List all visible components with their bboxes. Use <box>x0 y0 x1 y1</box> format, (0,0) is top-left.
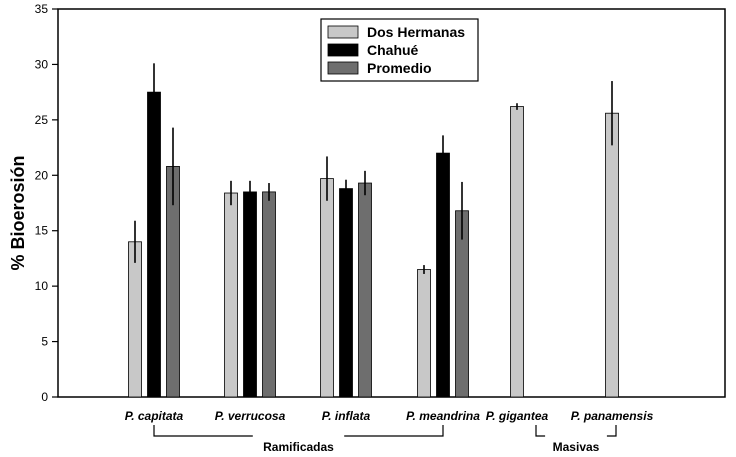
y-tick-label: 30 <box>35 57 49 71</box>
category-groups: Ramificadas Masivas <box>153 425 617 454</box>
y-axis-title: % Bioerosión <box>8 155 28 270</box>
bar-dos-hermanas <box>320 178 334 398</box>
bar-dos-hermanas <box>605 112 619 398</box>
bar-chahué <box>147 91 161 398</box>
y-tick-label: 20 <box>35 168 49 182</box>
group-label: Ramificadas <box>263 440 334 454</box>
bar-chahué <box>339 188 353 398</box>
bar-promedio <box>358 182 372 398</box>
y-tick-label: 25 <box>35 113 49 127</box>
bars <box>128 91 619 398</box>
x-category-label: P. verrucosa <box>215 409 286 423</box>
bar-dos-hermanas <box>128 241 142 398</box>
legend: Dos Hermanas Chahué Promedio <box>320 18 479 82</box>
x-axis-labels: P. capitata P. verrucosa P. inflata P. mean… <box>125 409 654 423</box>
group-label-gap <box>545 434 607 438</box>
bar-chahué <box>436 152 450 398</box>
x-category-label: P. gigantea <box>486 409 549 423</box>
bar-dos-hermanas <box>510 106 524 398</box>
group-label-gap <box>252 434 345 438</box>
y-tick-label: 5 <box>41 335 48 349</box>
y-axis: 0 5 10 15 20 25 30 35 <box>35 2 58 404</box>
legend-swatch <box>327 61 359 75</box>
legend-swatch <box>327 25 359 39</box>
x-category-label: P. inflata <box>322 409 371 423</box>
y-tick-label: 15 <box>35 224 49 238</box>
error-bars <box>134 63 613 274</box>
x-category-label: P. meandrina <box>406 409 480 423</box>
y-tick-label: 35 <box>35 2 49 16</box>
legend-label: Dos Hermanas <box>367 24 465 40</box>
group-label: Masivas <box>553 440 600 454</box>
plot-frame <box>57 8 726 398</box>
legend-swatch <box>327 43 359 57</box>
y-tick-label: 0 <box>41 390 48 404</box>
y-tick-label: 10 <box>35 279 49 293</box>
plot-border <box>57 8 726 398</box>
legend-label: Chahué <box>367 42 419 58</box>
bar-dos-hermanas <box>417 269 431 398</box>
x-category-label: P. capitata <box>125 409 184 423</box>
bar-dos-hermanas <box>224 192 238 398</box>
bar-promedio <box>262 191 276 398</box>
legend-label: Promedio <box>367 60 432 76</box>
x-category-label: P. panamensis <box>571 409 654 423</box>
bar-chahué <box>243 191 257 398</box>
